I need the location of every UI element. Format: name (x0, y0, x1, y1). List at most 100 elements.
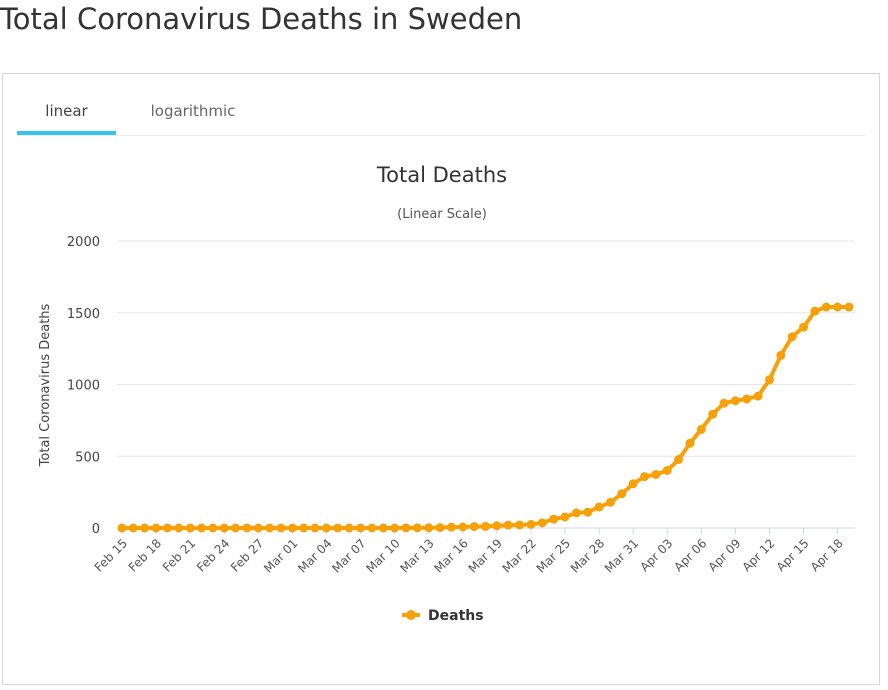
x-tick-label: Feb 24 (194, 536, 232, 574)
data-point[interactable] (458, 522, 468, 532)
data-point[interactable] (424, 523, 434, 533)
data-point[interactable] (605, 497, 615, 507)
data-point[interactable] (469, 522, 479, 532)
data-point[interactable] (753, 391, 763, 401)
data-point[interactable] (492, 521, 502, 531)
x-tick-label: Apr 18 (808, 536, 846, 574)
x-tick-label: Mar 19 (466, 536, 505, 575)
data-point[interactable] (128, 523, 138, 533)
data-point[interactable] (344, 523, 354, 533)
x-tick-label: Mar 04 (295, 536, 334, 575)
data-point[interactable] (140, 523, 150, 533)
data-point[interactable] (435, 523, 445, 533)
data-point[interactable] (390, 523, 400, 533)
data-point[interactable] (174, 523, 184, 533)
legend-label-deaths[interactable]: Deaths (428, 608, 484, 624)
data-point[interactable] (583, 507, 593, 517)
data-point[interactable] (117, 523, 127, 533)
data-point[interactable] (276, 523, 286, 533)
data-point[interactable] (560, 512, 570, 522)
data-point[interactable] (333, 523, 343, 533)
x-tick-label: Mar 25 (534, 536, 573, 575)
y-tick-label: 1000 (67, 379, 100, 394)
data-point[interactable] (776, 350, 786, 360)
data-point[interactable] (481, 521, 490, 531)
page-title: Total Coronavirus Deaths in Sweden (0, 2, 523, 36)
x-tick-label: Mar 28 (568, 536, 607, 575)
x-tick-label: Feb 27 (228, 536, 266, 574)
data-point[interactable] (265, 523, 275, 533)
data-point[interactable] (844, 302, 854, 312)
data-point[interactable] (231, 523, 241, 533)
data-point[interactable] (503, 520, 513, 530)
y-tick-label: 500 (75, 450, 100, 465)
data-point[interactable] (764, 375, 774, 385)
data-point[interactable] (708, 409, 718, 419)
data-point[interactable] (833, 302, 843, 312)
x-tick-label: Apr 09 (705, 536, 743, 574)
scale-tabs: linear logarithmic (17, 89, 865, 136)
data-point[interactable] (628, 479, 638, 489)
data-point[interactable] (537, 518, 547, 528)
data-point[interactable] (526, 519, 536, 529)
tab-logarithmic[interactable]: logarithmic (150, 102, 236, 120)
data-point[interactable] (799, 322, 809, 332)
data-point[interactable] (378, 523, 388, 533)
data-point[interactable] (787, 332, 797, 342)
data-point[interactable] (821, 302, 831, 312)
data-point[interactable] (674, 455, 684, 465)
data-point[interactable] (253, 523, 263, 533)
data-point[interactable] (197, 523, 207, 533)
data-point[interactable] (571, 508, 581, 518)
x-tick-label: Mar 22 (500, 536, 539, 575)
data-point[interactable] (696, 424, 706, 434)
data-point[interactable] (242, 523, 252, 533)
data-point[interactable] (640, 472, 650, 482)
data-point[interactable] (299, 523, 309, 533)
x-tick-label: Apr 03 (637, 536, 675, 574)
x-tick-label: Apr 06 (671, 536, 709, 574)
chart-subtitle: (Linear Scale) (397, 207, 487, 222)
data-point[interactable] (742, 394, 752, 404)
data-point[interactable] (185, 523, 195, 533)
data-point[interactable] (287, 523, 297, 533)
data-point[interactable] (515, 520, 525, 530)
legend-marker-symbol (406, 610, 416, 620)
data-point[interactable] (321, 523, 331, 533)
legend[interactable]: Deaths (402, 608, 484, 624)
series-line-deaths (120, 305, 851, 530)
data-point[interactable] (594, 502, 604, 512)
x-tick-label: Mar 13 (397, 536, 436, 575)
data-point[interactable] (719, 398, 729, 408)
data-point[interactable] (151, 523, 161, 533)
data-point[interactable] (401, 523, 411, 533)
data-point[interactable] (810, 306, 820, 316)
data-point[interactable] (651, 469, 661, 479)
x-tick-label: Mar 01 (261, 536, 300, 575)
x-tick-label: Mar 31 (602, 536, 641, 575)
chart-title: Total Deaths (376, 163, 507, 187)
y-tick-label: 2000 (67, 235, 100, 250)
data-point[interactable] (162, 523, 172, 533)
data-point[interactable] (412, 523, 422, 533)
x-tick-label: Feb 18 (126, 536, 164, 574)
data-point[interactable] (617, 489, 627, 499)
data-point[interactable] (356, 523, 366, 533)
data-point[interactable] (685, 438, 695, 448)
data-point[interactable] (367, 523, 377, 533)
data-point[interactable] (662, 465, 672, 475)
x-tick-label: Mar 10 (363, 536, 402, 575)
data-point[interactable] (219, 523, 229, 533)
x-tick-label: Feb 15 (92, 536, 130, 574)
data-point[interactable] (730, 396, 740, 406)
x-tick-label: Apr 15 (774, 536, 812, 574)
y-tick-label: 1500 (67, 307, 100, 322)
data-point[interactable] (446, 522, 456, 532)
data-point[interactable] (208, 523, 218, 533)
tab-linear[interactable]: linear (17, 89, 116, 135)
data-point[interactable] (549, 514, 559, 524)
x-tick-label: Mar 07 (329, 536, 368, 575)
data-point[interactable] (310, 523, 320, 533)
chart-panel: linear logarithmic (2, 73, 880, 685)
